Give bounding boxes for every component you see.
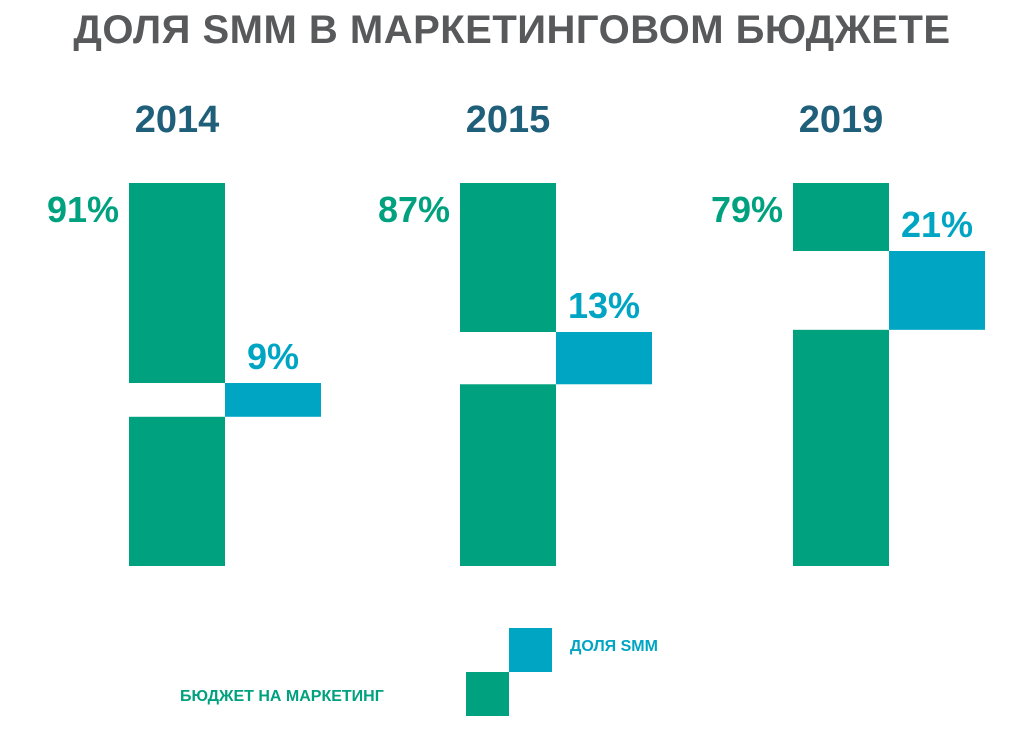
smm-value-label-2015: 13% bbox=[568, 285, 640, 326]
smm-bar-2019 bbox=[889, 251, 985, 330]
legend-label-smm: ДОЛЯ SMM bbox=[570, 638, 658, 655]
year-label-2015: 2015 bbox=[466, 99, 551, 141]
smm-value-label-2014: 9% bbox=[247, 336, 299, 377]
legend-swatch-smm bbox=[509, 628, 552, 672]
marketing-bar-top-2019 bbox=[793, 183, 889, 251]
marketing-value-label-2019: 79% bbox=[711, 189, 783, 230]
smm-bar-2014 bbox=[225, 383, 321, 417]
marketing-bar-bottom-2015 bbox=[460, 384, 556, 566]
marketing-value-label-2014: 91% bbox=[47, 189, 119, 230]
marketing-bar-bottom-2014 bbox=[129, 416, 225, 566]
smm-value-label-2019: 21% bbox=[901, 204, 973, 245]
legend-swatch-marketing bbox=[466, 672, 509, 716]
legend-label-marketing: БЮДЖЕТ НА МАРКЕТИНГ bbox=[180, 688, 384, 705]
year-label-2019: 2019 bbox=[799, 99, 884, 141]
marketing-bar-top-2015 bbox=[460, 183, 556, 332]
marketing-bar-bottom-2019 bbox=[793, 329, 889, 566]
chart-title: ДОЛЯ SMM В МАРКЕТИНГОВОМ БЮДЖЕТЕ bbox=[73, 8, 951, 52]
smm-bar-2015 bbox=[556, 332, 652, 385]
marketing-bar-top-2014 bbox=[129, 183, 225, 383]
marketing-value-label-2015: 87% bbox=[378, 189, 450, 230]
year-label-2014: 2014 bbox=[135, 99, 220, 141]
